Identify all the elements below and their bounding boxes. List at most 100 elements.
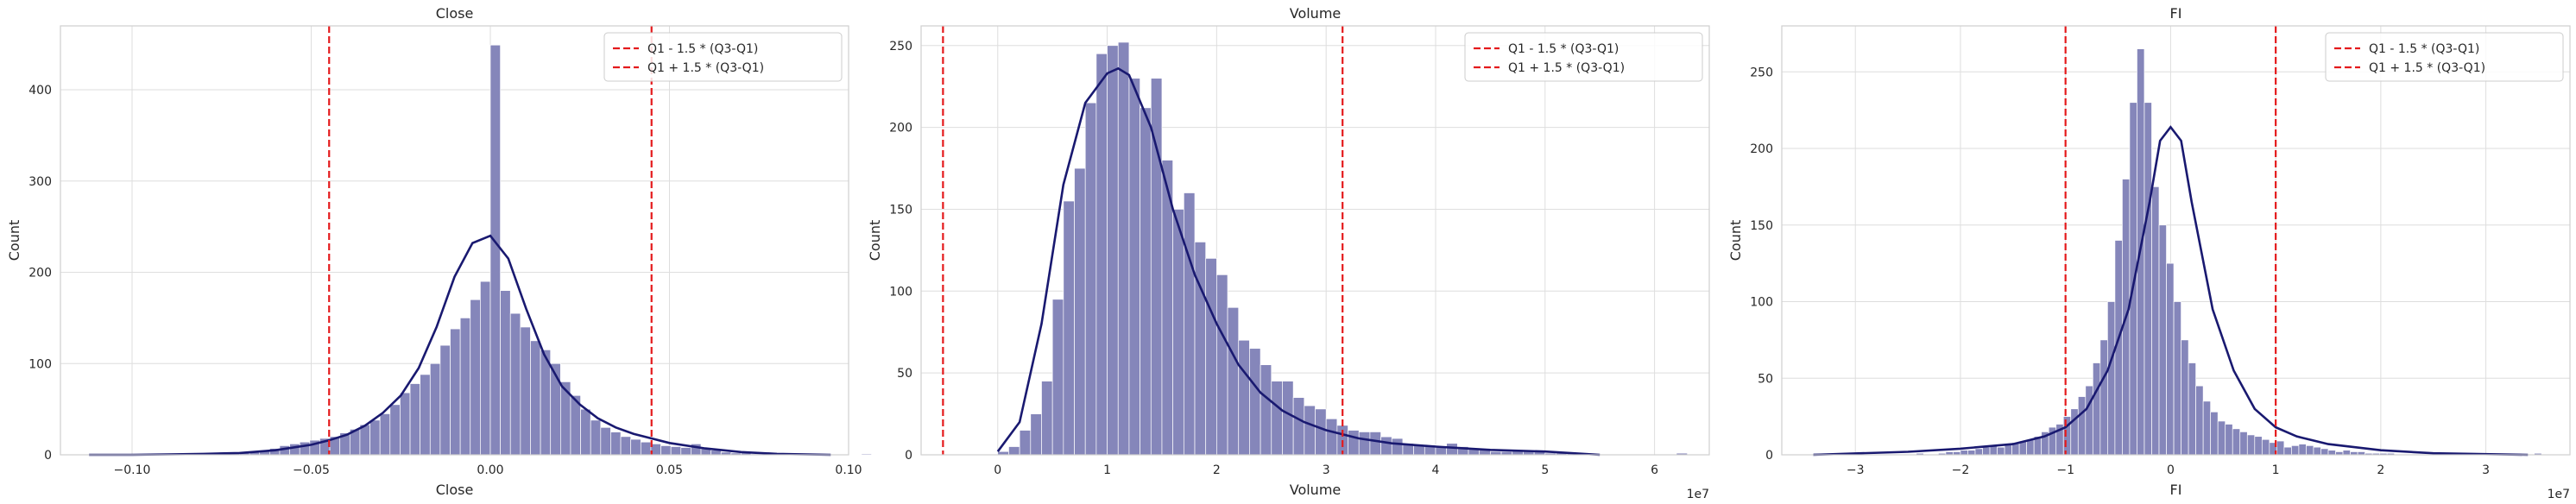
x-tick-label: 2 xyxy=(2377,463,2384,477)
histogram-bar xyxy=(1107,45,1119,456)
x-axis-label: Close xyxy=(436,482,474,498)
x-tick-label: 1 xyxy=(1103,463,1111,477)
legend-box xyxy=(1464,32,1703,82)
histogram-bar xyxy=(2283,446,2292,456)
histogram-bar xyxy=(2085,385,2093,456)
histogram-bar xyxy=(1967,450,1976,456)
histogram-bar xyxy=(1974,448,1983,456)
y-tick-label: 50 xyxy=(897,367,912,381)
y-tick-label: 0 xyxy=(44,449,52,463)
histogram-bar xyxy=(1348,430,1360,456)
histogram-bar xyxy=(2261,438,2270,456)
histogram-bar xyxy=(359,424,370,456)
plot-area xyxy=(921,26,1709,455)
histogram-bar xyxy=(2188,362,2196,456)
x-axis-label: FI xyxy=(2170,482,2182,498)
histogram-bar xyxy=(580,408,591,456)
histogram-bar xyxy=(1997,446,2005,456)
histogram-bar xyxy=(2254,436,2263,456)
histogram-bar xyxy=(299,441,311,456)
x-tick-label: 3 xyxy=(2482,463,2490,477)
histogram-bar xyxy=(2298,444,2307,456)
histogram-bar xyxy=(1084,102,1097,456)
histogram-bar xyxy=(1051,299,1064,456)
x-tick-label: 0 xyxy=(2167,463,2175,477)
histogram-bar xyxy=(2026,438,2035,456)
histogram-bar xyxy=(1282,381,1294,456)
legend-label-lower: Q1 - 1.5 * (Q3-Q1) xyxy=(1508,42,1619,56)
kde-curve xyxy=(1813,125,2529,457)
y-tick-label: 150 xyxy=(889,203,912,217)
histogram-bar xyxy=(2092,362,2101,456)
kde-curve xyxy=(89,234,831,457)
volume-histogram-panel: 0 1 2 3 4 5 6 0 50 100 150 200 250 Volume Volume Co… xyxy=(867,5,1710,501)
legend-label-lower: Q1 - 1.5 * (Q3-Q1) xyxy=(647,42,758,56)
y-tick-label: 0 xyxy=(905,449,912,463)
histogram-bar xyxy=(409,383,421,456)
x-tick-label: 2 xyxy=(1213,463,1221,477)
x-tick-labels: −0.10 −0.05 0.00 0.05 0.10 xyxy=(114,463,862,477)
legend-label-lower: Q1 - 1.5 * (Q3-Q1) xyxy=(2369,42,2479,56)
legend-box xyxy=(603,32,843,82)
y-tick-label: 250 xyxy=(889,40,912,54)
x-tick-label: 3 xyxy=(1323,463,1330,477)
threshold-lines xyxy=(328,26,653,455)
histogram-bar xyxy=(1194,242,1207,456)
legend-label-upper: Q1 + 1.5 * (Q3-Q1) xyxy=(2369,61,2485,75)
histogram-bar xyxy=(1095,53,1108,456)
histogram-bar xyxy=(429,362,441,456)
histogram-bar xyxy=(439,344,451,456)
histogram-bar xyxy=(1227,306,1240,456)
histogram-bar xyxy=(550,362,561,456)
y-axis-label: Count xyxy=(6,220,22,261)
histogram-bar xyxy=(2181,339,2189,456)
histogram-bar xyxy=(450,328,461,456)
histogram-bar xyxy=(1183,192,1196,456)
histogram-bar xyxy=(1249,348,1261,456)
chart-title: FI xyxy=(2170,5,2182,22)
gridlines xyxy=(921,26,1709,456)
histogram-bar xyxy=(2151,186,2160,456)
y-tick-label: 50 xyxy=(1758,372,1773,386)
y-tick-label: 200 xyxy=(28,267,52,280)
histogram-bar xyxy=(660,445,672,456)
kde-curve xyxy=(996,66,1601,457)
x-tick-labels: −3 −2 −1 0 1 2 3 xyxy=(1847,463,2490,477)
y-tick-label: 0 xyxy=(1765,449,1773,463)
histogram-bar xyxy=(379,413,391,456)
histogram-bar xyxy=(509,312,521,456)
histogram-bar xyxy=(1271,381,1283,456)
close-histogram-panel: −0.10 −0.05 0.00 0.05 0.10 0 100 200 300 400 Clo… xyxy=(6,5,872,498)
legend: Q1 - 1.5 * (Q3-Q1) Q1 + 1.5 * (Q3-Q1) xyxy=(603,32,843,82)
histogram-bar xyxy=(2210,411,2219,456)
histogram-bar xyxy=(489,44,501,456)
histogram-bar xyxy=(1325,418,1338,456)
histogram-bar xyxy=(630,438,641,456)
y-axis-label: Count xyxy=(867,220,883,261)
y-tick-label: 300 xyxy=(28,175,52,189)
x-tick-label: 0.10 xyxy=(835,463,862,477)
histogram-bar xyxy=(590,419,602,456)
histogram-bar xyxy=(2144,102,2152,456)
y-tick-label: 250 xyxy=(1750,66,1773,79)
histogram-bar xyxy=(2173,301,2181,456)
histogram-bar xyxy=(520,326,531,456)
x-scale-note: 1e7 xyxy=(1687,488,1709,501)
histogram-bar xyxy=(289,443,300,456)
histogram-bar xyxy=(480,280,491,456)
x-tick-label: 0 xyxy=(994,463,1001,477)
histogram-bar xyxy=(620,436,632,456)
histogram-bar xyxy=(2232,428,2241,456)
y-tick-label: 150 xyxy=(1750,219,1773,233)
histogram-bar xyxy=(1369,432,1381,456)
chart-title: Close xyxy=(436,5,474,22)
legend-label-upper: Q1 + 1.5 * (Q3-Q1) xyxy=(647,61,764,75)
x-tick-label: −0.05 xyxy=(293,463,330,477)
legend-box xyxy=(2325,32,2564,82)
histogram-bar xyxy=(2320,448,2329,456)
legend: Q1 - 1.5 * (Q3-Q1) Q1 + 1.5 * (Q3-Q1) xyxy=(1464,32,1703,82)
x-tick-label: 5 xyxy=(1541,463,1549,477)
histogram-bar xyxy=(2291,444,2300,456)
histogram-bar xyxy=(1205,258,1217,456)
plot-frame xyxy=(1781,25,2571,456)
